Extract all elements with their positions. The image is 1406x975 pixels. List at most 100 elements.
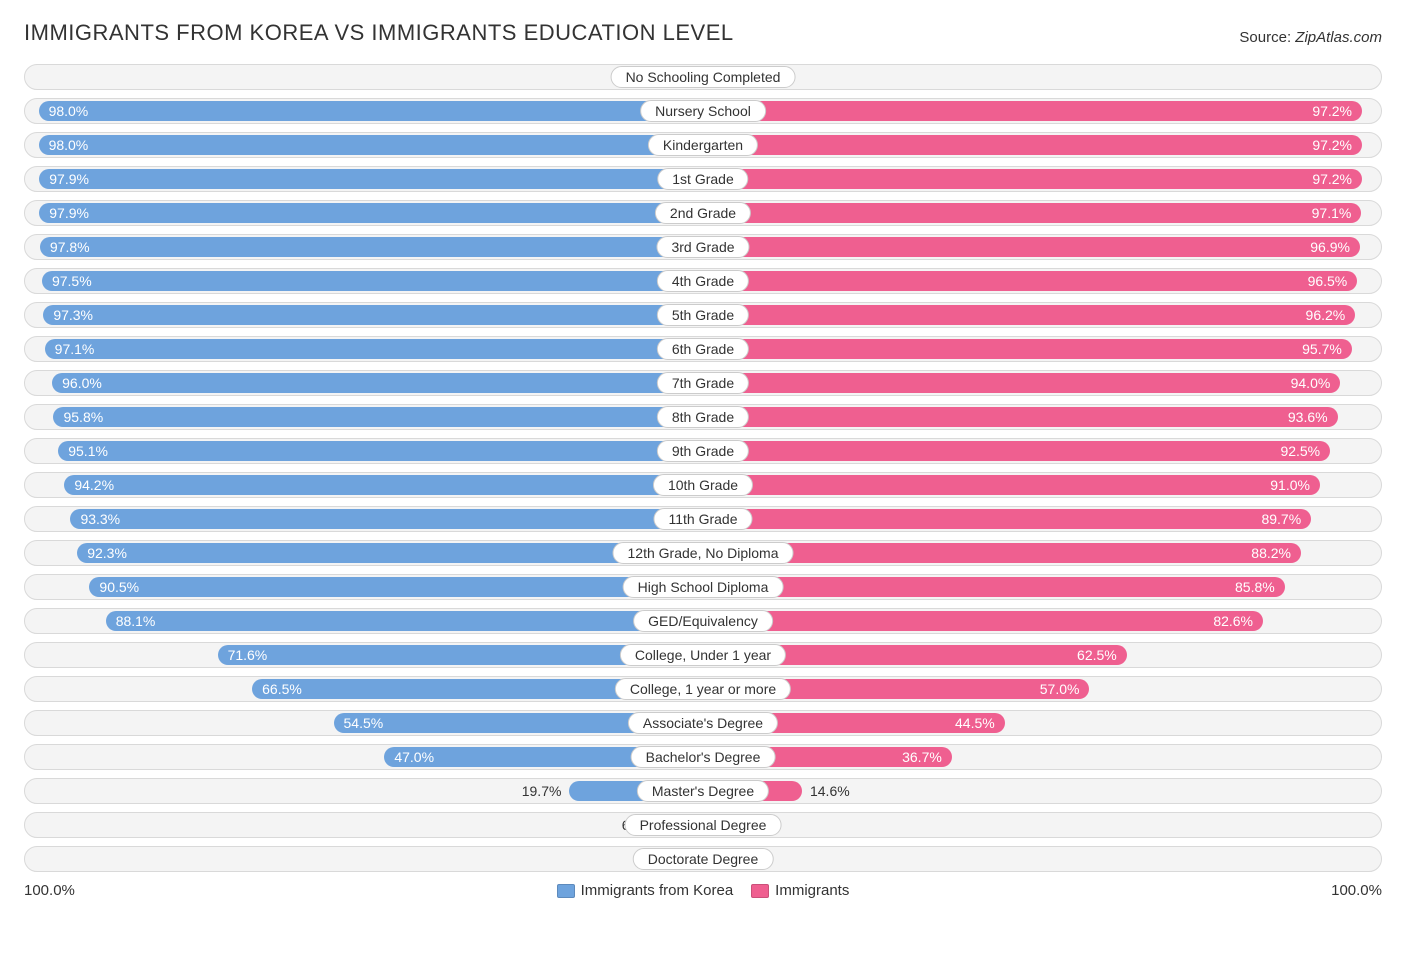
legend-label-right: Immigrants	[775, 882, 849, 899]
bar-right: 97.2%	[703, 169, 1362, 189]
half-left: 71.6%	[25, 643, 703, 667]
bar-right: 97.1%	[703, 203, 1361, 223]
value-right: 93.6%	[1288, 409, 1328, 425]
value-right: 85.8%	[1235, 579, 1275, 595]
half-right: 88.2%	[703, 541, 1381, 565]
bar-left: 97.9%	[39, 203, 703, 223]
value-right: 96.2%	[1306, 307, 1346, 323]
source-label: Source:	[1239, 29, 1295, 46]
category-label: 9th Grade	[657, 440, 749, 462]
bar-left: 88.1%	[106, 611, 703, 631]
legend: Immigrants from Korea Immigrants	[557, 882, 850, 899]
value-left: 97.9%	[49, 205, 89, 221]
value-right: 91.0%	[1270, 477, 1310, 493]
chart-source: Source: ZipAtlas.com	[1239, 29, 1382, 46]
value-right: 97.2%	[1312, 171, 1352, 187]
half-left: 97.3%	[25, 303, 703, 327]
half-left: 2.0%	[25, 65, 703, 89]
source-name: ZipAtlas.com	[1295, 29, 1382, 46]
value-left: 97.1%	[55, 341, 95, 357]
category-label: No Schooling Completed	[611, 66, 796, 88]
bar-left: 97.5%	[42, 271, 703, 291]
legend-swatch-left	[557, 884, 575, 898]
category-label: Doctorate Degree	[633, 848, 774, 870]
half-right: 97.2%	[703, 99, 1381, 123]
chart-row: 19.7%14.6%Master's Degree	[24, 778, 1382, 804]
half-left: 97.5%	[25, 269, 703, 293]
chart-row: 98.0%97.2%Nursery School	[24, 98, 1382, 124]
value-right: 82.6%	[1213, 613, 1253, 629]
value-right: 96.5%	[1308, 273, 1348, 289]
chart-row: 95.1% 92.5%9th Grade	[24, 438, 1382, 464]
value-right: 89.7%	[1261, 511, 1301, 527]
chart-row: 97.9%97.2%1st Grade	[24, 166, 1382, 192]
value-right: 14.6%	[810, 783, 850, 799]
half-right: 82.6%	[703, 609, 1381, 633]
half-right: 4.4%	[703, 813, 1381, 837]
value-left: 19.7%	[522, 783, 562, 799]
half-left: 95.1%	[25, 439, 703, 463]
bar-right: 91.0%	[703, 475, 1320, 495]
half-left: 90.5%	[25, 575, 703, 599]
value-left: 47.0%	[394, 749, 434, 765]
chart-footer: 100.0% Immigrants from Korea Immigrants …	[24, 882, 1382, 899]
half-left: 93.3%	[25, 507, 703, 531]
value-left: 98.0%	[49, 137, 89, 153]
half-right: 91.0%	[703, 473, 1381, 497]
category-label: 3rd Grade	[656, 236, 749, 258]
value-right: 95.7%	[1302, 341, 1342, 357]
half-right: 97.2%	[703, 167, 1381, 191]
bar-left: 90.5%	[89, 577, 703, 597]
chart-row: 2.0%2.8%No Schooling Completed	[24, 64, 1382, 90]
half-right: 95.7%	[703, 337, 1381, 361]
half-right: 2.8%	[703, 65, 1381, 89]
half-right: 85.8%	[703, 575, 1381, 599]
half-left: 47.0%	[25, 745, 703, 769]
value-left: 90.5%	[99, 579, 139, 595]
bar-right: 85.8%	[703, 577, 1285, 597]
chart-header: IMMIGRANTS FROM KOREA VS IMMIGRANTS EDUC…	[24, 20, 1382, 46]
category-label: 12th Grade, No Diploma	[613, 542, 794, 564]
half-left: 95.8%	[25, 405, 703, 429]
half-left: 98.0%	[25, 133, 703, 157]
value-left: 95.1%	[68, 443, 108, 459]
diverging-bar-chart: 2.0%2.8%No Schooling Completed 98.0% 97.2%…	[24, 64, 1382, 872]
chart-row: 97.9% 97.1%2nd Grade	[24, 200, 1382, 226]
half-right: 94.0%	[703, 371, 1381, 395]
bar-left: 98.0%	[39, 101, 703, 121]
value-left: 66.5%	[262, 681, 302, 697]
bar-right: 92.5%	[703, 441, 1330, 461]
category-label: 2nd Grade	[655, 202, 751, 224]
value-right: 36.7%	[902, 749, 942, 765]
value-left: 92.3%	[87, 545, 127, 561]
category-label: 4th Grade	[657, 270, 749, 292]
bar-right: 97.2%	[703, 135, 1362, 155]
category-label: 7th Grade	[657, 372, 749, 394]
half-left: 54.5%	[25, 711, 703, 735]
half-right: 96.9%	[703, 235, 1381, 259]
bar-right: 97.2%	[703, 101, 1362, 121]
chart-row: 97.8%96.9%3rd Grade	[24, 234, 1382, 260]
value-left: 93.3%	[80, 511, 120, 527]
bar-left: 97.9%	[39, 169, 703, 189]
category-label: 11th Grade	[653, 508, 752, 530]
value-left: 97.9%	[49, 171, 89, 187]
bar-right: 96.5%	[703, 271, 1357, 291]
chart-row: 96.0%94.0%7th Grade	[24, 370, 1382, 396]
chart-row: 88.1% 82.6% GED/Equivalency	[24, 608, 1382, 634]
chart-title: IMMIGRANTS FROM KOREA VS IMMIGRANTS EDUC…	[24, 20, 734, 46]
bar-right: 94.0%	[703, 373, 1340, 393]
half-left: 97.8%	[25, 235, 703, 259]
half-left: 94.2%	[25, 473, 703, 497]
value-right: 97.2%	[1312, 137, 1352, 153]
category-label: College, 1 year or more	[615, 678, 791, 700]
bar-left: 95.8%	[53, 407, 703, 427]
half-right: 14.6%	[703, 779, 1381, 803]
chart-row: 97.5% 96.5% 4th Grade	[24, 268, 1382, 294]
value-right: 62.5%	[1077, 647, 1117, 663]
value-left: 98.0%	[49, 103, 89, 119]
chart-row: 93.3% 89.7% 11th Grade	[24, 506, 1382, 532]
category-label: GED/Equivalency	[633, 610, 773, 632]
bar-left: 96.0%	[52, 373, 703, 393]
half-left: 97.1%	[25, 337, 703, 361]
